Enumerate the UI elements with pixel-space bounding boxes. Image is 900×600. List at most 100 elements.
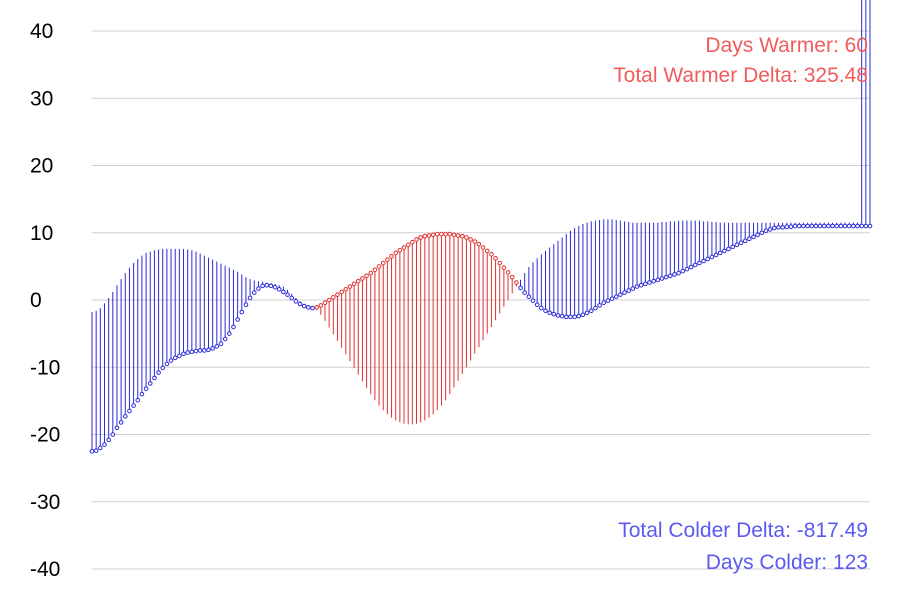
warmer-point	[509, 274, 515, 280]
colder-point	[817, 223, 823, 229]
colder-point	[780, 225, 785, 230]
warmer-point	[422, 233, 428, 239]
colder-point	[551, 311, 557, 317]
colder-point	[738, 240, 744, 246]
warmer-point	[389, 253, 394, 259]
warmer-point	[459, 233, 465, 239]
warmer-point	[455, 233, 461, 238]
colder-point	[772, 225, 777, 231]
colder-point	[181, 351, 186, 357]
y-tick-label: -40	[30, 558, 60, 581]
colder-point	[568, 314, 573, 320]
colder-point	[734, 242, 740, 248]
warmer-point	[376, 264, 382, 269]
colder-point	[98, 445, 103, 451]
colder-point	[809, 223, 815, 229]
colder-point	[214, 344, 220, 349]
warmer-point	[347, 284, 353, 289]
colder-point	[601, 300, 607, 305]
grid	[92, 30, 870, 570]
colder-point	[801, 223, 806, 229]
warmer-point	[480, 245, 486, 250]
colder-point	[759, 230, 765, 236]
colder-point	[684, 266, 690, 272]
colder-point	[618, 292, 623, 297]
colder-point	[152, 375, 157, 381]
colder-point	[193, 348, 199, 354]
warmer-point	[364, 273, 369, 279]
y-tick-label: 20	[30, 155, 53, 178]
warmer-point	[468, 237, 473, 242]
warmer-point	[430, 232, 436, 238]
y-tick-label: -30	[30, 491, 60, 514]
warmer-point	[335, 292, 340, 297]
colder-point	[655, 277, 661, 283]
colder-point	[172, 355, 178, 361]
warmer-point	[351, 281, 357, 287]
warmer-point	[414, 237, 419, 242]
colder-point	[306, 305, 311, 310]
colder-point	[114, 425, 120, 431]
warmer-point	[405, 242, 411, 248]
warmer-point	[497, 260, 503, 266]
warmer-point	[318, 303, 324, 308]
total-warmer-delta-label: Total Warmer Delta: 325.48	[613, 64, 868, 87]
y-tick-label: 30	[30, 87, 53, 110]
warmer-point	[368, 270, 374, 276]
warmer-point	[410, 239, 415, 245]
observed-points	[89, 223, 873, 454]
colder-point	[651, 278, 656, 284]
colder-point	[276, 286, 282, 292]
warmer-point	[401, 245, 407, 250]
days-warmer-label: Days Warmer: 60	[705, 34, 868, 57]
total-colder-delta-label: Total Colder Delta: -817.49	[618, 519, 868, 542]
colder-point	[742, 238, 748, 244]
colder-point	[826, 223, 831, 229]
colder-point	[796, 223, 802, 229]
warmer-point	[360, 276, 365, 281]
colder-point	[647, 280, 652, 285]
colder-point	[588, 308, 594, 314]
colder-point	[251, 290, 257, 295]
colder-point	[127, 408, 132, 414]
colder-point	[580, 312, 586, 318]
colder-point	[659, 276, 665, 281]
colder-point	[630, 286, 636, 291]
colder-point	[210, 346, 215, 351]
warmer-point	[343, 286, 349, 292]
colder-point	[821, 223, 827, 229]
warmer-point	[447, 231, 453, 237]
colder-point	[310, 305, 315, 311]
colder-point	[751, 234, 756, 240]
colder-point	[239, 309, 245, 315]
colder-point	[855, 223, 860, 229]
warmer-point	[418, 235, 423, 240]
colder-point	[747, 236, 752, 242]
y-axis-ticks: 40 30 20 10 0 -10 -20 -30 -40	[30, 20, 60, 581]
colder-point	[218, 341, 224, 347]
colder-point	[813, 223, 819, 229]
colder-point	[788, 224, 794, 229]
colder-point	[226, 331, 232, 336]
colder-point	[156, 370, 161, 375]
colder-point	[89, 449, 95, 454]
colder-point	[247, 295, 253, 301]
warmer-point	[439, 231, 444, 237]
colder-point	[697, 260, 702, 266]
colder-point	[555, 313, 561, 318]
colder-point	[168, 358, 174, 363]
colder-point	[563, 314, 569, 320]
colder-point	[93, 448, 99, 453]
colder-point	[851, 223, 856, 229]
colder-point	[688, 264, 694, 270]
colder-point	[572, 314, 577, 320]
colder-point	[638, 282, 644, 288]
colder-point	[185, 350, 190, 355]
y-tick-label: -20	[30, 424, 60, 447]
colder-point	[613, 294, 619, 299]
colder-point	[260, 283, 265, 289]
warmer-point	[322, 300, 328, 305]
colder-point	[784, 224, 790, 229]
colder-point	[118, 420, 124, 425]
warmer-point	[393, 250, 399, 256]
